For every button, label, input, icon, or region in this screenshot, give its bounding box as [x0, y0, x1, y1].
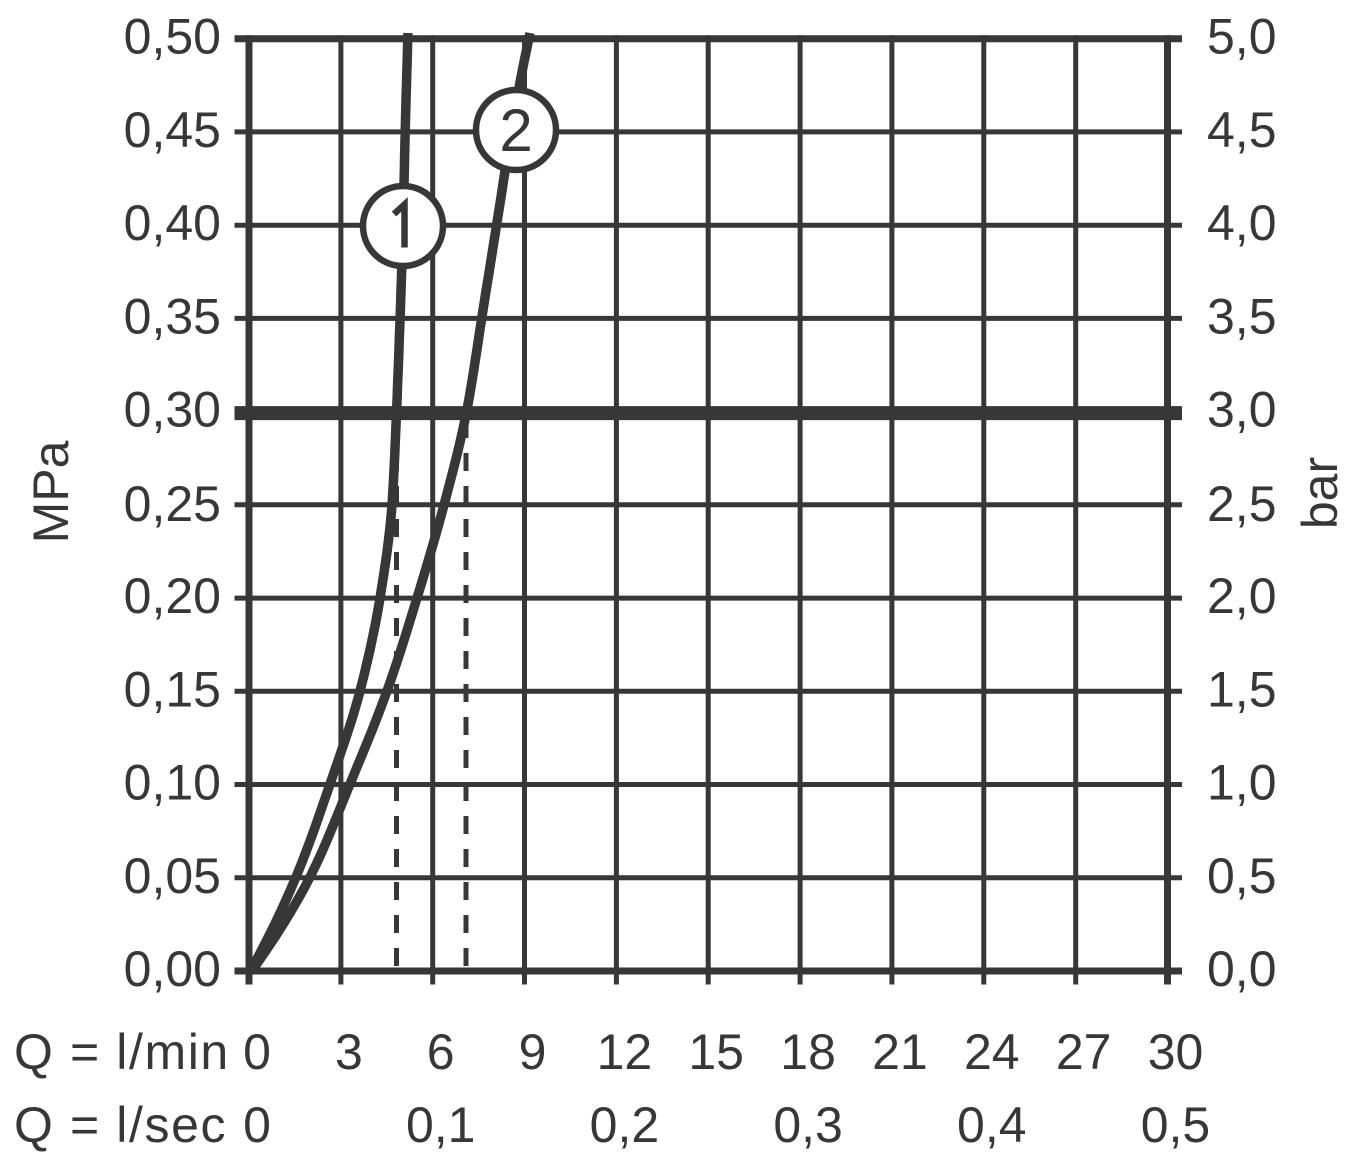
svg-text:0,20: 0,20 [124, 568, 221, 624]
svg-text:0,45: 0,45 [124, 102, 221, 158]
svg-text:2,0: 2,0 [1207, 568, 1277, 624]
svg-text:0,1: 0,1 [406, 1097, 476, 1153]
svg-text:1,5: 1,5 [1207, 661, 1277, 717]
svg-text:0,50: 0,50 [124, 9, 221, 65]
svg-text:0,5: 0,5 [1207, 848, 1277, 904]
svg-text:3: 3 [335, 1024, 363, 1080]
svg-text:18: 18 [780, 1024, 836, 1080]
svg-text:0,2: 0,2 [590, 1097, 660, 1153]
svg-text:0: 0 [243, 1097, 271, 1153]
svg-text:Q = l/sec: Q = l/sec [14, 1097, 227, 1153]
svg-text:0,5: 0,5 [1141, 1097, 1211, 1153]
svg-text:0,00: 0,00 [124, 941, 221, 997]
svg-text:0,30: 0,30 [124, 382, 221, 438]
svg-text:0,05: 0,05 [124, 848, 221, 904]
svg-text:0,15: 0,15 [124, 661, 221, 717]
svg-text:MPa: MPa [23, 440, 79, 543]
svg-text:15: 15 [688, 1024, 744, 1080]
svg-text:24: 24 [964, 1024, 1020, 1080]
svg-text:30: 30 [1148, 1024, 1204, 1080]
svg-text:0,10: 0,10 [124, 755, 221, 811]
svg-text:3,0: 3,0 [1207, 382, 1277, 438]
svg-text:0,35: 0,35 [124, 288, 221, 344]
svg-text:5,0: 5,0 [1207, 9, 1277, 65]
svg-text:6: 6 [427, 1024, 455, 1080]
svg-text:0: 0 [243, 1024, 271, 1080]
svg-text:2: 2 [499, 97, 532, 164]
svg-text:21: 21 [872, 1024, 928, 1080]
svg-text:1,0: 1,0 [1207, 755, 1277, 811]
svg-text:27: 27 [1056, 1024, 1112, 1080]
svg-text:9: 9 [519, 1024, 547, 1080]
svg-text:4,0: 4,0 [1207, 195, 1277, 251]
svg-text:bar: bar [1292, 457, 1348, 529]
svg-text:12: 12 [597, 1024, 653, 1080]
svg-text:4,5: 4,5 [1207, 102, 1277, 158]
svg-text:0,25: 0,25 [124, 476, 221, 532]
svg-text:0,3: 0,3 [773, 1097, 843, 1153]
svg-text:3,5: 3,5 [1207, 288, 1277, 344]
svg-text:0,4: 0,4 [957, 1097, 1027, 1153]
svg-text:0,0: 0,0 [1207, 941, 1277, 997]
svg-text:0,40: 0,40 [124, 195, 221, 251]
svg-text:2,5: 2,5 [1207, 476, 1277, 532]
svg-text:Q = l/min: Q = l/min [14, 1024, 230, 1080]
